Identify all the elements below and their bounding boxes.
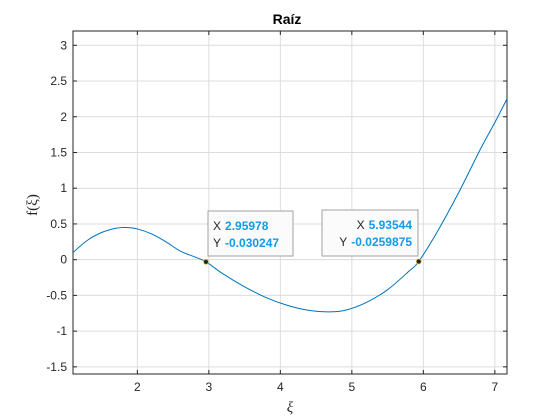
y-tick-label: 0 xyxy=(60,253,67,267)
datatip-row: X 2.95978 xyxy=(213,219,269,233)
x-tick-label: 6 xyxy=(420,380,427,394)
y-tick-label: -1 xyxy=(56,324,67,338)
datatip-key: Y xyxy=(339,235,347,249)
x-axis-label: ξ xyxy=(287,400,294,416)
datatip-key: Y xyxy=(213,236,221,250)
y-axis: -1.5 -1 -0.5 0 0.5 1 1.5 2 2.5 3 xyxy=(46,38,507,374)
datatip-key: X xyxy=(213,219,221,233)
x-tick-label: 4 xyxy=(277,380,284,394)
datatip-marker[interactable] xyxy=(203,258,209,265)
y-tick-label: 1 xyxy=(60,181,67,195)
datatip-value: 2.95978 xyxy=(225,219,269,233)
grid xyxy=(73,31,507,374)
x-tick-label: 7 xyxy=(492,380,499,394)
datatip-value: -0.030247 xyxy=(225,236,279,250)
datatip[interactable]: X 2.95978 Y -0.030247 xyxy=(203,210,294,265)
x-axis: 2 3 4 5 6 7 xyxy=(134,31,499,394)
y-tick-label: 2.5 xyxy=(50,74,67,88)
y-tick-label: -1.5 xyxy=(46,360,67,374)
datatip-key: X xyxy=(357,218,365,232)
datatip[interactable]: X 5.93544 Y -0.0259875 xyxy=(321,209,422,265)
datatip-marker[interactable] xyxy=(415,258,422,265)
x-tick-label: 3 xyxy=(206,380,213,394)
x-tick-label: 5 xyxy=(349,380,356,394)
series-line xyxy=(73,98,507,313)
datatip-box xyxy=(321,209,419,257)
datatip-value: 5.93544 xyxy=(369,218,413,232)
datatips: X 2.95978 Y -0.030247 X 5.93544 Y -0.0259875 xyxy=(203,209,422,265)
datatip-row: Y -0.030247 xyxy=(213,236,279,250)
x-tick-label: 2 xyxy=(134,380,141,394)
y-tick-label: 2 xyxy=(60,110,67,124)
chart-title: Raíz xyxy=(273,11,302,27)
y-tick-label: 3 xyxy=(60,38,67,52)
datatip-row: Y -0.0259875 xyxy=(339,235,412,249)
y-tick-label: 0.5 xyxy=(50,217,67,231)
plot-frame xyxy=(72,30,508,375)
y-tick-label: 1.5 xyxy=(50,145,67,159)
datatip-box xyxy=(207,210,294,257)
y-tick-label: -0.5 xyxy=(46,288,67,302)
datatip-value: -0.0259875 xyxy=(351,235,412,249)
datatip-row: X 5.93544 xyxy=(357,218,413,232)
y-axis-label: f(ξ) xyxy=(25,194,41,216)
